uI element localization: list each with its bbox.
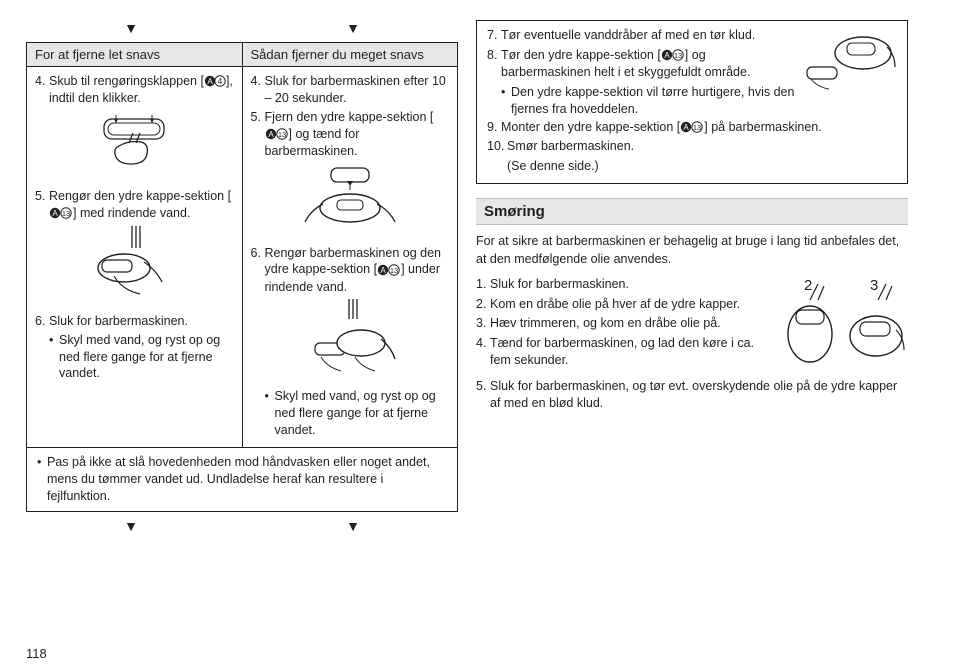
- step-number: 9.: [487, 119, 501, 137]
- note-text: Pas på ikke at slå hovedenheden mod hånd…: [47, 454, 447, 505]
- step-text: Fjern den ydre kappe-sektion [A13] og tæ…: [265, 109, 450, 160]
- header-heavy: Sådan fjerner du meget snavs: [243, 43, 458, 67]
- svg-text:13: 13: [390, 266, 398, 275]
- step-number: 10.: [487, 138, 507, 156]
- step-text: Tør eventuelle vanddråber af med en tør …: [501, 27, 795, 45]
- step-sub: (Se denne side.): [487, 158, 897, 176]
- section-heading: Smøring: [476, 198, 908, 225]
- caution-note: •Pas på ikke at slå hovedenheden mod hån…: [27, 448, 457, 511]
- arrow-row-bottom: ▼ ▼: [26, 518, 458, 534]
- step-text: Sluk for barbermaskinen efter 10 – 20 se…: [265, 73, 450, 107]
- bullet-text: Skyl med vand, og ryst op og ned flere g…: [59, 332, 234, 383]
- step-number: 5.: [476, 378, 490, 413]
- step-number: 8.: [487, 47, 501, 82]
- down-arrow-icon: ▼: [124, 518, 138, 534]
- svg-text:A: A: [268, 130, 274, 139]
- svg-text:A: A: [207, 77, 213, 86]
- col-heavy-dirt: Sådan fjerner du meget snavs 4. Sluk for…: [242, 43, 458, 447]
- drying-box: 7.Tør eventuelle vanddråber af med en tø…: [476, 20, 908, 184]
- left-column: ▼ ▼ For at fjerne let snavs 4. Skub til …: [26, 20, 458, 540]
- svg-text:13: 13: [693, 123, 701, 132]
- step-text: Sluk for barbermaskinen, og tør evt. ove…: [490, 378, 908, 413]
- ref-icon: A4: [204, 73, 226, 90]
- manual-page: ▼ ▼ For at fjerne let snavs 4. Skub til …: [0, 0, 954, 671]
- step-text: Sluk for barbermaskinen.: [49, 313, 234, 330]
- col-light-dirt: For at fjerne let snavs 4. Skub til reng…: [27, 43, 242, 447]
- step-text: Hæv trimmeren, og kom en dråbe olie på.: [490, 315, 772, 333]
- step-number: 5.: [251, 109, 265, 160]
- ref-icon: A13: [680, 119, 704, 137]
- svg-text:4: 4: [218, 77, 223, 86]
- step-text: Skub til rengøringsklappen [A4], indtil …: [49, 73, 234, 107]
- bullet-icon: •: [265, 388, 275, 439]
- illustration-push-flap: [35, 111, 234, 184]
- svg-text:2: 2: [804, 277, 812, 294]
- illustration-dry: [801, 27, 897, 99]
- intro-text: For at sikre at barbermaskinen er behage…: [476, 233, 908, 268]
- svg-text:A: A: [380, 266, 386, 275]
- svg-text:A: A: [664, 51, 670, 60]
- step-text: Kom en dråbe olie på hver af de ydre kap…: [490, 296, 772, 314]
- bullet-text: Skyl med vand, og ryst op og ned flere g…: [275, 388, 450, 439]
- bullet-text: Den ydre kappe-sektion vil tørre hurtige…: [511, 84, 795, 119]
- step-text: Monter den ydre kappe-sektion [A13] på b…: [501, 119, 897, 137]
- step-number: 1.: [476, 276, 490, 294]
- down-arrow-icon: ▼: [346, 20, 360, 36]
- illustration-rinse: [35, 226, 234, 309]
- right-column: 7.Tør eventuelle vanddråber af med en tø…: [476, 20, 908, 540]
- columns: ▼ ▼ For at fjerne let snavs 4. Skub til …: [26, 20, 928, 540]
- cleaning-table: For at fjerne let snavs 4. Skub til reng…: [26, 42, 458, 512]
- step-number: 3.: [476, 315, 490, 333]
- illustration-oil: 2 3: [778, 276, 908, 378]
- svg-text:A: A: [684, 123, 690, 132]
- illustration-remove-foil: [251, 164, 450, 241]
- svg-text:3: 3: [870, 277, 878, 294]
- page-number: 118: [26, 646, 47, 661]
- svg-text:13: 13: [674, 51, 682, 60]
- oil-steps: 2 3 1.Sluk for barbermaskinen. 2.Kom en …: [476, 276, 908, 413]
- svg-text:13: 13: [277, 130, 285, 139]
- step-number: 7.: [487, 27, 501, 45]
- step-number: 2.: [476, 296, 490, 314]
- step-text: Tænd for barbermaskinen, og lad den køre…: [490, 335, 772, 370]
- bullet-icon: •: [501, 84, 511, 119]
- svg-text:13: 13: [62, 209, 70, 218]
- step-text: Smør barbermaskinen.: [507, 138, 897, 156]
- step-text: Tør den ydre kappe-sektion [A13] og barb…: [501, 47, 795, 82]
- arrow-row-top: ▼ ▼: [26, 20, 458, 36]
- down-arrow-icon: ▼: [346, 518, 360, 534]
- bullet-icon: •: [49, 332, 59, 383]
- down-arrow-icon: ▼: [124, 20, 138, 36]
- step-text: Rengør den ydre kappe-sektion [A13] med …: [49, 188, 234, 222]
- step-text: Rengør barbermaskinen og den ydre kappe-…: [265, 245, 450, 296]
- step-number: 6.: [35, 313, 49, 330]
- bullet-icon: •: [37, 454, 47, 505]
- ref-icon: A 13: [377, 262, 401, 279]
- step-number: 4.: [35, 73, 49, 107]
- step-number: 5.: [35, 188, 49, 222]
- ref-icon: A13: [265, 126, 289, 143]
- step-number: 4.: [476, 335, 490, 370]
- ref-icon: A 13: [49, 205, 73, 222]
- header-light: For at fjerne let snavs: [27, 43, 242, 67]
- illustration-rinse-both: [251, 299, 450, 384]
- ref-icon: A 13: [661, 47, 685, 65]
- step-number: 6.: [251, 245, 265, 296]
- svg-text:A: A: [52, 209, 58, 218]
- step-text: Sluk for barbermaskinen.: [490, 276, 772, 294]
- step-number: 4.: [251, 73, 265, 107]
